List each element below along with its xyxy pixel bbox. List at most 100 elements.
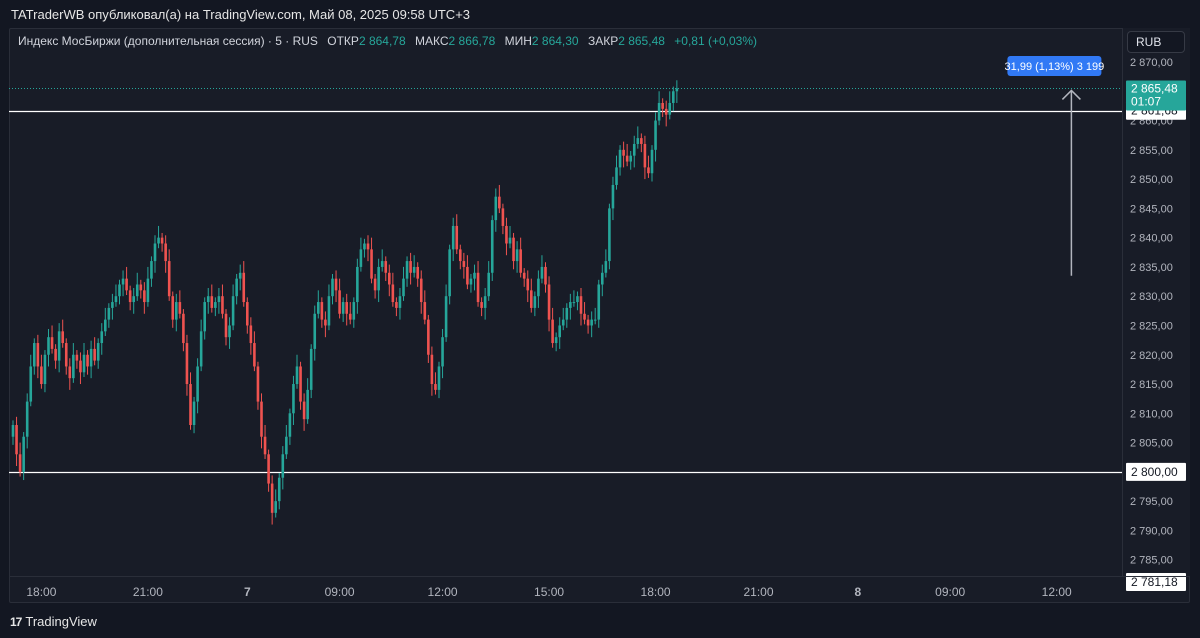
candle-body [419, 278, 423, 303]
candle-body [25, 401, 29, 437]
candle-body [373, 278, 377, 291]
candle-body [182, 313, 185, 344]
y-tick-label: 2 825,00 [1130, 320, 1173, 332]
candle-body [466, 266, 469, 285]
symbol-legend: Индекс МосБиржи (дополнительная сессия) … [18, 34, 757, 48]
candle-body [29, 366, 33, 402]
candle-body [320, 302, 324, 320]
candle-body [459, 249, 462, 262]
candle-body [611, 184, 615, 209]
candle-body [590, 319, 593, 326]
candle-body [61, 331, 64, 344]
x-tick-label: 09:00 [935, 585, 965, 599]
candle-body [402, 278, 405, 297]
candle-body [150, 261, 153, 279]
candle-body [210, 296, 214, 308]
candle-body [192, 401, 196, 426]
candle-body [82, 354, 86, 373]
candle-body [146, 278, 150, 303]
line-price-tag [1126, 573, 1186, 592]
candle-body [444, 296, 448, 338]
close-value: 2 865,48 [618, 34, 665, 48]
x-tick-label: 09:00 [325, 585, 355, 599]
y-tick-label: 2 785,00 [1130, 555, 1173, 567]
candle-body [650, 149, 654, 174]
candle-body [121, 278, 125, 285]
candle-body [675, 88, 679, 92]
y-tick-label: 2 835,00 [1130, 262, 1173, 274]
candle-body [490, 220, 494, 273]
candle-body [153, 243, 157, 262]
candle-body [309, 348, 313, 390]
candle-body [672, 91, 675, 103]
candle-body [483, 296, 487, 308]
candle-body [519, 249, 522, 273]
candle-body [434, 384, 437, 390]
candle-body [160, 237, 164, 244]
change-value: +0,81 (+0,03%) [674, 34, 757, 48]
candle-body [263, 436, 267, 455]
candle-body [40, 366, 43, 385]
candle-body [11, 425, 15, 437]
candle-body [537, 278, 540, 297]
candle-body [334, 278, 338, 291]
candle-body [668, 102, 672, 115]
candle-body [441, 337, 444, 367]
x-tick-label: 7 [244, 585, 251, 599]
candle-body [384, 261, 388, 273]
candle-body [203, 302, 206, 332]
line-price-tag-label: 2 800,00 [1131, 465, 1178, 479]
candle-body [370, 249, 373, 279]
candle-body [480, 302, 483, 308]
candle-body [530, 290, 533, 308]
candle-body [93, 348, 96, 361]
candle-body [522, 272, 526, 279]
candle-body [572, 302, 576, 304]
high-value: 2 866,78 [448, 34, 496, 48]
y-tick-label: 2 795,00 [1130, 496, 1173, 508]
candle-body [608, 208, 611, 262]
candle-body [579, 296, 583, 314]
candle-body [107, 307, 111, 320]
candle-body [224, 313, 228, 338]
candle-body [388, 272, 391, 285]
x-tick-label: 12:00 [428, 585, 458, 599]
candle-body [540, 266, 544, 279]
candle-body [167, 261, 171, 297]
candle-body [636, 138, 640, 144]
candle-body [111, 302, 114, 308]
candle-body [593, 319, 597, 321]
candle-body [416, 266, 419, 279]
candle-body [533, 296, 537, 308]
candle-body [324, 319, 327, 326]
candle-body [18, 454, 22, 472]
candle-body [331, 278, 334, 297]
candle-body [512, 237, 515, 262]
candle-body [462, 261, 466, 267]
candle-body [554, 337, 558, 344]
symbol-name: Индекс МосБиржи (дополнительная сессия) … [18, 34, 318, 48]
measure-tool-layer: 31,99 (1,13%) 3 199 [1005, 56, 1104, 276]
candle-body [498, 196, 501, 209]
candle-body [100, 331, 104, 344]
candlestick-chart[interactable]: 31,99 (1,13%) 3 199 2 870,002 865,002 86… [9, 28, 1190, 603]
candle-body [242, 272, 246, 303]
candle-body [43, 354, 47, 385]
candle-body [285, 436, 288, 455]
candle-body [253, 343, 256, 367]
open-value: 2 864,78 [358, 34, 406, 48]
candle-body [558, 325, 561, 338]
candle-body [256, 366, 260, 402]
candle-body [313, 313, 317, 349]
candle-body [366, 243, 370, 250]
candle-body [569, 302, 572, 308]
x-tick-label: 21:00 [743, 585, 773, 599]
published-by-text: TATraderWB опубликовал(а) на TradingView… [11, 7, 471, 22]
candle-body [437, 366, 441, 390]
candle-body [54, 348, 57, 361]
candle-body [185, 343, 189, 385]
candle-body [632, 143, 636, 156]
open-label: ОТКР [327, 34, 359, 48]
currency-button[interactable]: RUB [1127, 31, 1185, 53]
candle-body [359, 249, 363, 267]
